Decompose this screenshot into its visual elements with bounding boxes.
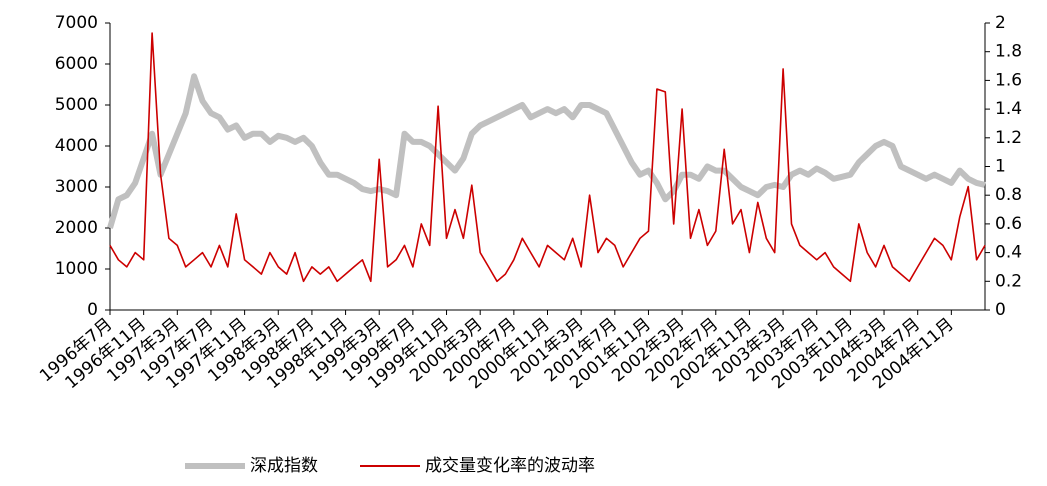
- y-tick-label: 7000: [55, 13, 98, 33]
- y2-tick-label: 1.4: [995, 99, 1022, 119]
- y-tick-label: 0: [87, 300, 98, 320]
- series-line: [109, 32, 986, 283]
- y2-tick-label: 1.2: [995, 128, 1022, 148]
- y2-tick-label: 1.8: [995, 42, 1022, 62]
- y2-tick-label: 0: [995, 300, 1006, 320]
- y2-tick-label: 0.2: [995, 271, 1022, 291]
- y-tick-label: 5000: [55, 95, 98, 115]
- y-tick-label: 1000: [55, 259, 98, 279]
- y2-tick-label: 0.4: [995, 243, 1022, 263]
- y2-tick-label: 2: [995, 13, 1006, 33]
- y2-tick-label: 0.8: [995, 185, 1022, 205]
- y-tick-label: 2000: [55, 218, 98, 238]
- y2-tick-label: 1.6: [995, 70, 1022, 90]
- y2-tick-label: 0.6: [995, 214, 1022, 234]
- y-tick-label: 6000: [55, 54, 98, 74]
- legend-label: 深成指数: [250, 456, 318, 476]
- y-tick-label: 4000: [55, 136, 98, 156]
- y-tick-label: 3000: [55, 177, 98, 197]
- series-line: [107, 73, 986, 229]
- legend-label: 成交量变化率的波动率: [425, 456, 595, 476]
- y2-tick-label: 1: [995, 157, 1006, 177]
